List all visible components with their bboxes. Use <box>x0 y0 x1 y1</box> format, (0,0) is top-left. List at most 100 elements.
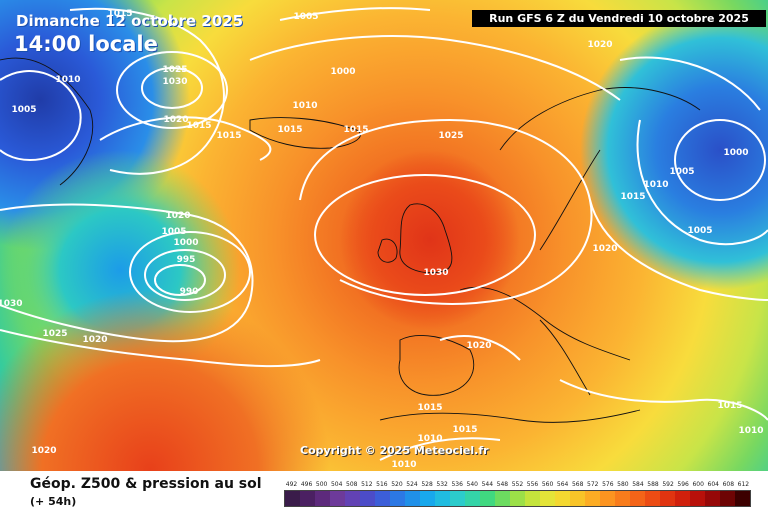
isobar-1020-ridge <box>99 116 272 161</box>
isobar-label: 990 <box>180 287 199 297</box>
legend-value-label: 512 <box>361 481 373 488</box>
isobar-1010-south <box>379 437 501 461</box>
isobar-label: 1010 <box>391 460 416 470</box>
isobar-label: 1015 <box>417 403 442 413</box>
isobar-1005-scandinavia <box>619 56 768 246</box>
isobar-990-low <box>154 264 206 296</box>
isobar-1025-south <box>0 329 321 368</box>
isobar-label: 1000 <box>330 67 355 77</box>
isobar-label: 1015 <box>107 9 132 19</box>
isobar-label: 1020 <box>592 244 617 254</box>
isobar-label: 1010 <box>417 434 442 444</box>
legend-color-swatch <box>585 491 600 506</box>
legend-value-label: 608 <box>722 481 735 488</box>
coastlines <box>0 57 701 423</box>
isobar-1025-high <box>116 51 228 129</box>
legend-color-swatch <box>360 491 375 506</box>
isobar-label: 1020 <box>587 40 612 50</box>
copyright-notice: Copyright © 2025 Meteociel.fr <box>300 444 489 457</box>
legend-value-label: 596 <box>677 481 689 488</box>
isobar-label: 1015 <box>277 125 302 135</box>
legend-value-label: 520 <box>391 481 403 488</box>
italy-coast <box>539 319 591 396</box>
legend-color-swatch <box>435 491 450 506</box>
high-core <box>0 0 768 471</box>
legend-value-label: 516 <box>376 481 388 488</box>
isobar-label: 1015 <box>452 425 477 435</box>
isobar-label: 1020 <box>31 446 56 456</box>
isobar-label: 1020 <box>163 115 188 125</box>
legend-color-swatch <box>405 491 420 506</box>
legend-color-swatch <box>615 491 630 506</box>
isobar-label: 1005 <box>11 105 36 115</box>
north-africa-coast <box>379 409 641 423</box>
isobar-label: 995 <box>177 255 196 265</box>
legend-color-swatch <box>660 491 675 506</box>
isobar-label: 1020 <box>466 341 491 351</box>
map-variable-title: Géop. Z500 & pression au sol <box>30 476 262 492</box>
isobar-label: 1010 <box>292 101 317 111</box>
legend-value-label: 544 <box>481 481 494 488</box>
isobar-label: 1025 <box>42 329 67 339</box>
legend-color-swatch <box>510 491 525 506</box>
isobar-label: 1015 <box>186 121 211 131</box>
legend-color-swatch <box>315 491 330 506</box>
legend-color-swatch <box>450 491 465 506</box>
legend-value-label: 532 <box>436 481 448 488</box>
legend-color-swatch <box>495 491 510 506</box>
legend-value-label: 552 <box>511 481 524 488</box>
legend-color-swatch <box>330 491 345 506</box>
legend-color-swatch <box>300 491 315 506</box>
legend-color-swatch <box>390 491 405 506</box>
isobar-1020-east <box>589 199 768 301</box>
isobar-1015-north-atlantic <box>249 35 621 101</box>
isobar-1000-scandinavia-low <box>674 119 766 201</box>
isobar-1015-north <box>69 7 225 175</box>
isobar-label: 1020 <box>82 335 107 345</box>
isobar-labels: 1015 1005 1010 1005 1025 1030 1020 1015 … <box>0 9 764 470</box>
isobar-label: 1015 <box>620 192 645 202</box>
legend-scale-labels: 492 496 500 504 508 512 516 520 524 528 532 536 540 5… <box>284 480 751 489</box>
isobar-1025-uk-high <box>299 118 593 305</box>
isobar-1000-low <box>129 231 251 313</box>
isobar-label: 1000 <box>173 238 198 248</box>
isobar-label: 1030 <box>162 77 187 87</box>
legend-value-label: 536 <box>451 481 463 488</box>
legend-value-label: 584 <box>632 481 644 488</box>
legend-value-label: 560 <box>541 481 554 488</box>
legend-color-swatch <box>540 491 555 506</box>
isobar-label: 1010 <box>738 426 763 436</box>
ireland-coast <box>377 238 398 263</box>
isobar-1005-north <box>279 7 431 21</box>
isobar-label: 1010 <box>643 180 668 190</box>
isobar-label: 1015 <box>717 401 742 411</box>
legend-color-swatch <box>600 491 615 506</box>
scandinavia-coast <box>499 87 701 251</box>
isobar-label: 1005 <box>687 226 712 236</box>
legend-value-label: 564 <box>556 481 569 488</box>
isobar-label: 1005 <box>293 12 318 22</box>
legend-color-swatch <box>630 491 645 506</box>
legend-value-label: 556 <box>526 481 539 488</box>
legend-value-label: 504 <box>330 481 343 488</box>
legend-color-swatch <box>675 491 690 506</box>
legend-value-label: 576 <box>602 481 614 488</box>
isobar-label: 1000 <box>723 148 748 158</box>
isobar-label: 1020 <box>165 211 190 221</box>
isobar-label: 1025 <box>162 65 187 75</box>
britain-coast <box>399 203 453 274</box>
isobars <box>0 7 768 461</box>
isobar-1010-greenland <box>0 70 82 162</box>
legend-color-bar <box>284 490 751 507</box>
model-run-banner: Run GFS 6 Z du Vendredi 10 octobre 2025 <box>472 10 766 27</box>
isobar-label: 1030 <box>423 268 448 278</box>
legend-color-swatch <box>525 491 540 506</box>
weather-map: 1015 1005 1010 1005 1025 1030 1020 1015 … <box>0 0 768 471</box>
legend-value-label: 492 <box>285 481 298 488</box>
legend-color-swatch <box>285 491 300 506</box>
legend-color-swatch <box>465 491 480 506</box>
greenland-coast <box>0 57 94 186</box>
isobar-label: 1015 <box>216 131 241 141</box>
legend-color-swatch <box>690 491 705 506</box>
isobar-1030-uk-high <box>314 174 536 296</box>
